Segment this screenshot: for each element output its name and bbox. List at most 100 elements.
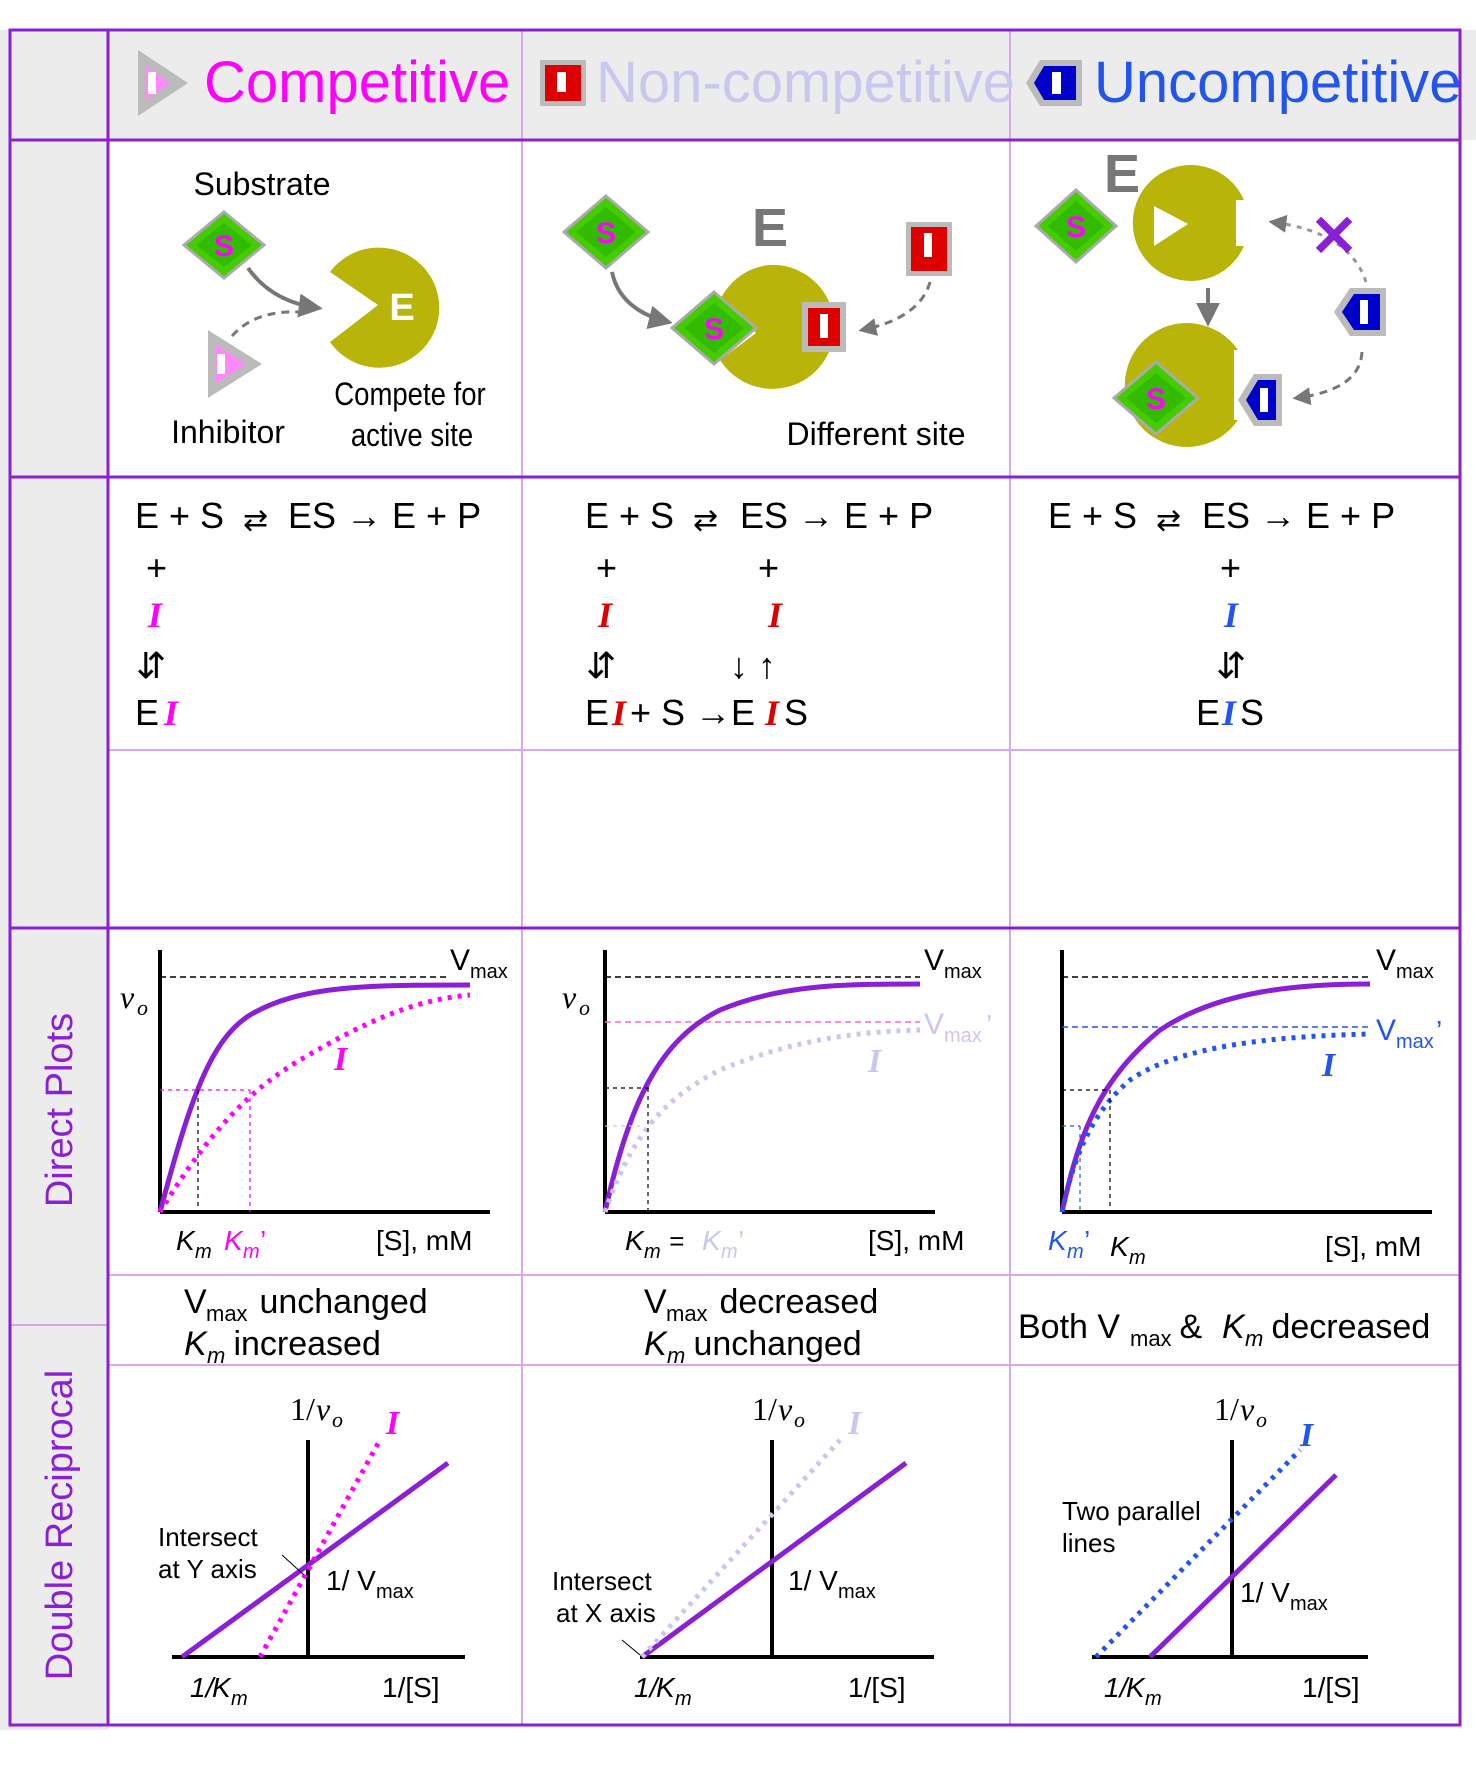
svg-text:I: I (847, 1405, 863, 1442)
svg-text:+: + (1220, 547, 1241, 588)
svg-text:K: K (184, 1325, 208, 1363)
direct-plot-uncompetitive: V max V max ’ I K m ’ K m [S], mM (1048, 944, 1442, 1269)
row-label-direct-plots: Direct Plots (39, 1013, 81, 1207)
svg-text:⇵: ⇵ (1216, 645, 1246, 686)
svg-text:K: K (212, 1672, 232, 1703)
equilibrium-arrow: ⇄ (243, 504, 268, 537)
svg-text:V: V (450, 944, 470, 977)
svg-text:max: max (1396, 1031, 1434, 1053)
svg-text:I: I (867, 1043, 883, 1080)
free-enzyme-icon (1132, 165, 1244, 281)
enzyme-icon: E (330, 247, 440, 368)
substrate-icon: S (1033, 187, 1119, 265)
svg-text:[S], mM: [S], mM (868, 1225, 964, 1256)
different-site-label: Different site (786, 416, 965, 452)
svg-text:1/: 1/ (752, 1391, 777, 1427)
svg-text:decreased: decreased (1262, 1308, 1430, 1346)
svg-text:I: I (1299, 1417, 1315, 1454)
svg-text:at X axis: at X axis (556, 1598, 656, 1628)
svg-text:m: m (721, 1241, 738, 1263)
bound-inhibitor-icon (1238, 374, 1282, 426)
svg-text:S: S (1146, 383, 1166, 416)
svg-text:V: V (1376, 1014, 1396, 1047)
svg-text:m: m (667, 1343, 685, 1368)
svg-text:max: max (838, 1581, 876, 1603)
svg-text:m: m (231, 1688, 248, 1710)
svg-text:V: V (924, 1008, 944, 1041)
svg-text:o: o (137, 995, 148, 1020)
reciprocal-plot-noncompetitive: 1/ v o I Intersect at X axis 1/ V max 1/… (552, 1391, 934, 1710)
svg-text:1/: 1/ (290, 1391, 315, 1427)
svg-text:⇄: ⇄ (1156, 504, 1181, 537)
svg-text:max: max (944, 1025, 982, 1047)
svg-text:[S], mM: [S], mM (376, 1225, 472, 1256)
svg-text:v: v (778, 1391, 793, 1427)
svg-text:max: max (1130, 1326, 1172, 1351)
svg-text:1/ V: 1/ V (1240, 1577, 1290, 1608)
competitive-equation: E + S ⇄ ES → E + P + I ⇵ E I (135, 495, 481, 733)
svg-text:o: o (1256, 1407, 1267, 1432)
svg-text:I: I (767, 595, 784, 635)
enzyme-label: E (1104, 144, 1140, 204)
inhibitor-icon (208, 330, 262, 398)
inhibitor-label: Inhibitor (171, 414, 285, 450)
noncompetitive-equation: E + S ⇄ ES → E + P + + I I ⇵ ↓ ↑ E I + S… (585, 495, 933, 733)
reciprocal-plot-uncompetitive: 1/ v o I Two parallel lines 1/ V max 1/ … (1062, 1391, 1368, 1710)
svg-text:+: + (596, 547, 617, 588)
svg-text:V: V (1376, 944, 1396, 977)
svg-text:max: max (1290, 1593, 1328, 1615)
svg-text:ES → E + P: ES → E + P (740, 495, 933, 536)
svg-text:E + S: E + S (1048, 495, 1137, 536)
svg-text:↓ ↑: ↓ ↑ (730, 645, 776, 686)
svg-text:m: m (1067, 1241, 1084, 1263)
summary-noncompetitive: V max decreased K m unchanged (644, 1283, 878, 1368)
svg-text:decreased: decreased (710, 1283, 878, 1321)
compete-label-1: Compete for (334, 377, 485, 412)
svg-text:E: E (585, 692, 609, 733)
svg-text:m: m (1129, 1247, 1146, 1269)
enzyme-label: E (752, 198, 788, 258)
svg-text:S: S (214, 230, 234, 263)
curve-with-inhibitor (157, 992, 471, 1214)
summary-uncompetitive: Both V max & K m decreased (1018, 1308, 1430, 1351)
svg-text:’: ’ (986, 1009, 992, 1040)
svg-text:1/[S]: 1/[S] (1302, 1672, 1360, 1703)
svg-text:K: K (1110, 1231, 1130, 1262)
svg-text:K: K (1048, 1225, 1068, 1256)
curve-no-inhibitor (157, 982, 471, 1213)
svg-text:V: V (924, 944, 944, 977)
svg-text:ES → E + P: ES → E + P (288, 495, 481, 536)
svg-text:I: I (147, 595, 164, 635)
svg-text:&: & (1170, 1308, 1212, 1346)
svg-text:K: K (176, 1225, 196, 1256)
svg-text:ES → E + P: ES → E + P (1202, 495, 1395, 536)
svg-text:m: m (243, 1241, 260, 1263)
substrate-icon: S (561, 194, 651, 270)
summary-competitive: V max unchanged K m increased (184, 1283, 428, 1368)
svg-text:max: max (944, 961, 982, 983)
compete-label-2: active site (351, 418, 473, 453)
reciprocal-plot-competitive: 1/ v o I Intersect at Y axis 1/ V max 1/… (158, 1391, 465, 1710)
enzyme-icon (720, 264, 835, 389)
uncompetitive-illustration: E S S ✕ (1033, 144, 1386, 447)
svg-text:I: I (1221, 693, 1238, 733)
svg-text:K: K (1222, 1308, 1246, 1346)
svg-text:S: S (596, 217, 616, 250)
svg-text:o: o (579, 995, 590, 1020)
svg-text:S: S (704, 313, 724, 346)
svg-text:I: I (163, 693, 180, 733)
svg-text:=: = (662, 1226, 692, 1256)
row-label-double-reciprocal: Double Reciprocal (39, 1370, 81, 1681)
blocked-binding-mark: ✕ (1310, 204, 1359, 269)
svg-text:S: S (1066, 211, 1086, 244)
bound-substrate-icon: S (1111, 360, 1201, 436)
svg-text:I: I (764, 693, 781, 733)
svg-text:increased: increased (224, 1325, 381, 1363)
svg-text:v: v (1240, 1391, 1255, 1427)
svg-text:V: V (184, 1283, 207, 1321)
header-row-bg (0, 30, 1476, 140)
svg-text:max: max (470, 961, 508, 983)
svg-text:E: E (389, 287, 414, 329)
svg-text:K: K (656, 1672, 676, 1703)
